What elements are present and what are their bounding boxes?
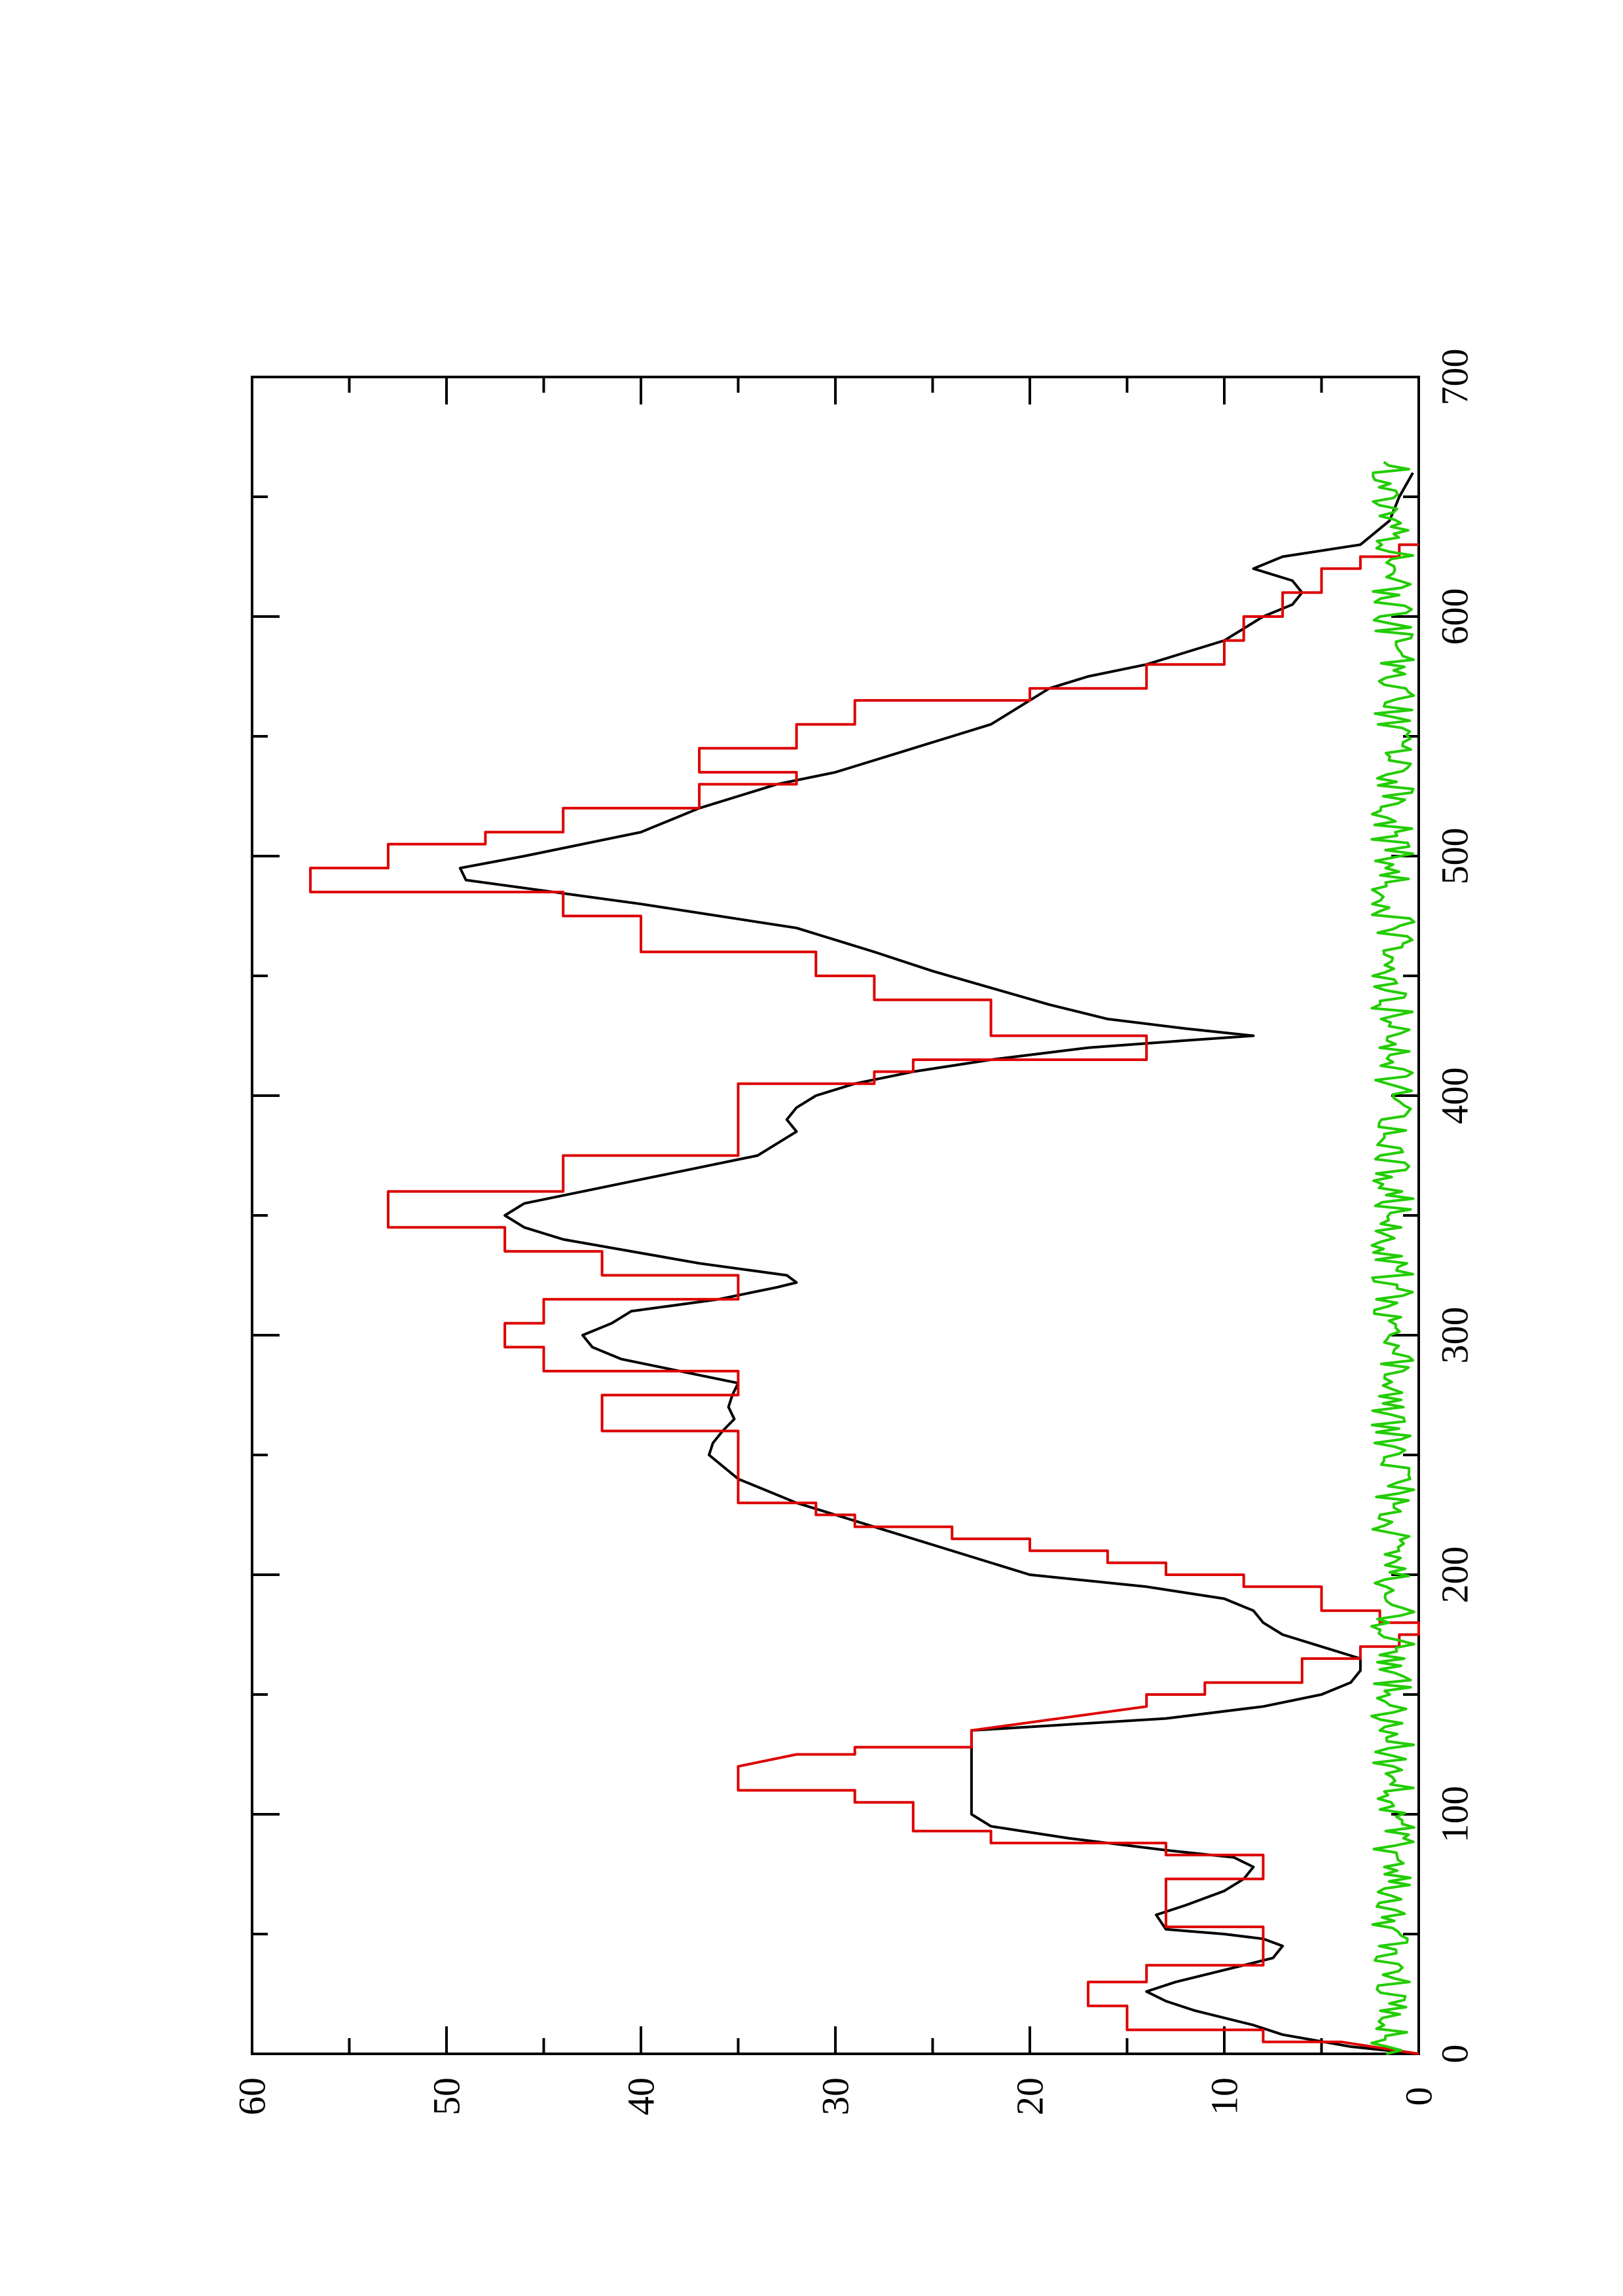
x-tick-label: 0 <box>1434 2045 1476 2064</box>
x-tick-label: 700 <box>1434 349 1476 406</box>
series-layer <box>309 461 1420 2055</box>
x-tick-label: 100 <box>1434 1786 1476 1843</box>
tick-labels: 0 100 200 300 400 500 600 700 0 10 20 30 40 50 60 <box>231 349 1476 2116</box>
y-tick-label: 60 <box>231 2077 274 2115</box>
y-tick-label: 20 <box>1009 2077 1051 2115</box>
series-line-3 <box>1370 461 1415 2055</box>
x-tick-label: 600 <box>1434 588 1476 645</box>
y-tick-label: 0 <box>1398 2087 1440 2106</box>
x-tick-label: 300 <box>1434 1307 1476 1364</box>
y-tick-label: 30 <box>814 2077 857 2115</box>
axis-ticks <box>252 377 1419 2054</box>
x-tick-label: 500 <box>1434 828 1476 885</box>
series-line-1 <box>458 472 1419 2055</box>
y-tick-label: 10 <box>1203 2077 1246 2115</box>
series-line-2 <box>309 543 1420 2055</box>
y-tick-label: 50 <box>426 2077 468 2115</box>
y-tick-label: 40 <box>620 2077 663 2115</box>
x-tick-label: 200 <box>1434 1547 1476 1604</box>
x-tick-label: 400 <box>1434 1067 1476 1124</box>
